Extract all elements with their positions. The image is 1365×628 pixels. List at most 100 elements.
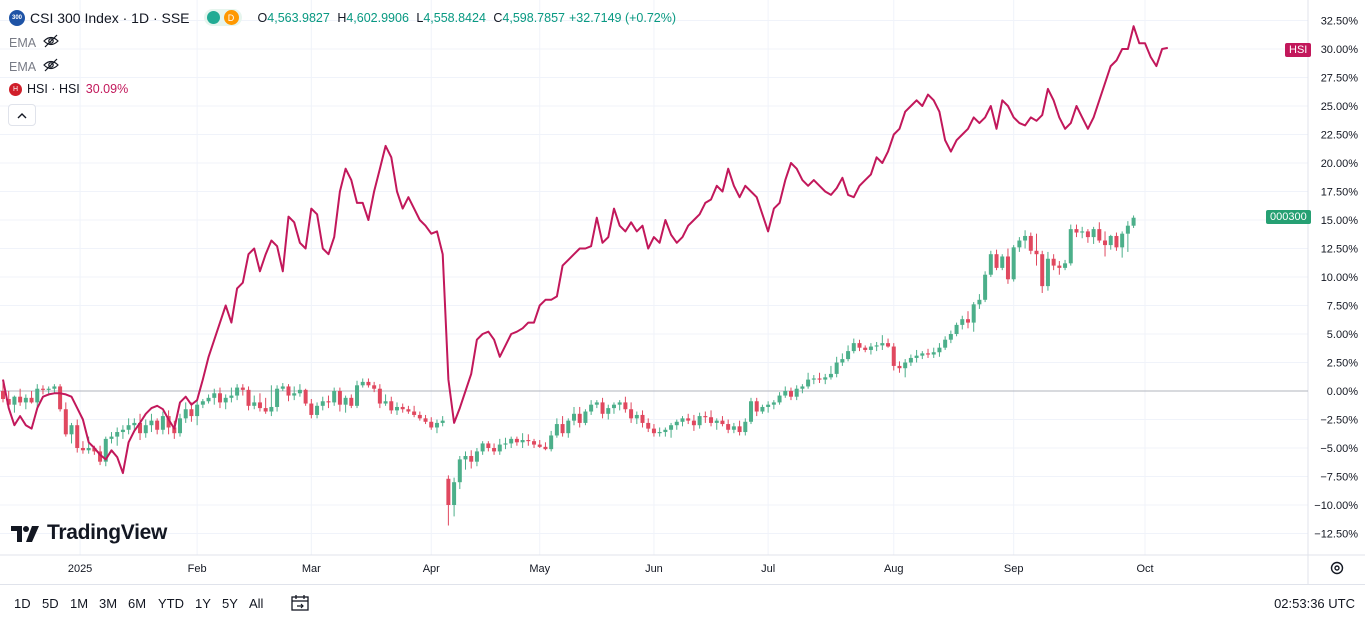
y-tick-label: 22.50% [1321,130,1359,142]
candle-body [1108,235,1113,246]
candle [554,418,559,438]
calendar-range-icon[interactable] [290,593,310,618]
candle-body [954,324,959,334]
candle [474,448,479,467]
candle [537,440,542,448]
candle [138,413,143,441]
candle [429,417,434,430]
candle-body [846,351,851,360]
range-3m-button[interactable]: 3M [99,596,118,611]
time-axis[interactable]: 2025 Feb Mar Apr May Jun Jul Aug Sep Oct [68,563,1154,575]
indicator-ema-2[interactable]: EMA [9,58,59,75]
candle-body [63,409,68,435]
candle-body [80,448,85,451]
csi-axis-tag: 000300 [1266,210,1311,224]
candle [286,384,291,402]
candle [509,436,514,448]
candle [434,419,439,434]
candle [178,413,183,437]
candle-body [320,401,325,406]
tradingview-logo[interactable]: TradingView [11,521,167,545]
candle [726,419,731,434]
candle [58,384,63,412]
candle-body [937,347,942,353]
candle [172,420,177,439]
candle-body [58,386,63,410]
candle-body [235,387,240,396]
candle [948,330,953,344]
candle [1097,222,1102,243]
candle [246,386,251,411]
candle-body [520,440,525,443]
candle [80,441,85,454]
indicator-ema-1[interactable]: EMA [9,34,59,51]
range-1m-button[interactable]: 1M [70,596,89,611]
gear-icon[interactable] [1329,560,1345,581]
range-6m-button[interactable]: 6M [128,596,147,611]
candle-body [1023,235,1028,241]
eye-off-icon[interactable] [43,34,59,51]
compare-hsi-legend[interactable]: H HSI · HSI 30.09% [9,82,128,96]
range-5d-button[interactable]: 5D [42,596,59,611]
market-status[interactable]: D [203,9,242,26]
candle [1028,232,1033,255]
utc-clock[interactable]: 02:53:36 UTC [1274,596,1355,611]
price-axis[interactable]: 32.50% 30.00% 27.50% 25.00% 22.50% 20.00% 17.5… [1314,16,1358,541]
range-ytd-button[interactable]: YTD [158,596,184,611]
candle-body [526,440,531,442]
candle-body [469,455,474,462]
range-all-button[interactable]: All [249,596,264,611]
candle-body [977,299,982,305]
candle [1068,224,1073,266]
candle-body [908,357,913,363]
candle-body [537,444,542,447]
range-1d-button[interactable]: 1D [14,596,31,611]
candle [651,424,656,437]
candle-body [903,362,908,369]
eye-off-icon[interactable] [43,58,59,75]
candle [143,419,148,438]
x-tick-label: 2025 [68,563,92,575]
series-hsi-line [2,25,1168,475]
candle-body [686,418,691,421]
candle-body [891,346,896,366]
candle-body [988,254,993,275]
candle-body [509,438,514,444]
candle-body [492,448,497,452]
symbol-title[interactable]: CSI 300 Index · 1D · SSE [30,9,190,26]
candle [1103,231,1108,257]
range-5y-button[interactable]: 5Y [222,596,238,611]
candle-body [372,385,377,389]
range-1y-button[interactable]: 1Y [195,596,211,611]
candle [994,249,999,271]
candle [18,388,23,406]
candle-body [212,393,217,398]
candle [834,356,839,378]
candle [423,414,428,425]
candle [492,443,497,455]
candle-body [103,438,108,462]
candle [777,392,782,405]
candle [332,387,337,406]
candle-body [109,436,114,439]
candle [195,400,200,426]
candle-body [315,405,320,415]
collapse-legend-button[interactable] [8,104,36,126]
candle-body [560,424,565,434]
candle [937,343,942,357]
candle [623,396,628,413]
candle [440,416,445,427]
candle [360,378,365,388]
main-series-legend[interactable]: 300 CSI 300 Index · 1D · SSE D O4,563.98… [9,9,676,26]
candle-body [166,416,171,428]
candle-body [697,416,702,426]
candle-body [914,355,919,358]
candle [275,385,280,412]
candle [720,416,725,427]
candle-body [1,391,5,399]
candle-body [1114,235,1119,248]
candle-body [868,346,873,350]
candle [223,394,228,410]
candle [977,294,982,309]
